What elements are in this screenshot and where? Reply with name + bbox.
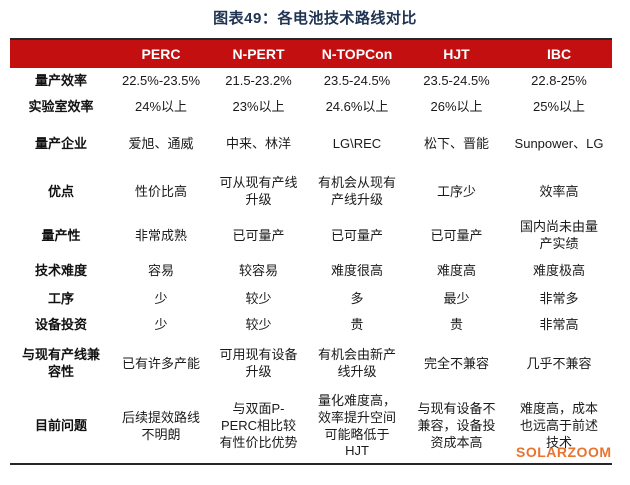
- table-cell: 23%以上: [232, 98, 285, 114]
- table-cell: 国内尚未由量产实绩: [519, 219, 598, 251]
- table-cell: 已可量产: [232, 227, 285, 243]
- table-cell: 24%以上: [134, 98, 188, 114]
- table-row: 工序 少 较少 多 最少 非常多: [10, 286, 612, 312]
- table-row: 量产企业 爱旭、通威 中来、林洋 LG\REC 松下、晋能 Sunpower、LG: [10, 120, 612, 168]
- table-row: 目前问题 后续提效路线不明朗 与双面P-PERC相比较有性价比优势 量化难度高，效率提…: [10, 390, 612, 464]
- table-row: 与现有产线兼容性 已有许多产能 可用现有设备升级 有机会由新产线升级 完全不兼容 几乎不兼…: [10, 338, 612, 390]
- table-cell: 26%以上: [430, 98, 483, 114]
- table-cell: 23.5-24.5%: [423, 72, 490, 88]
- table-cell: 21.5-23.2%: [225, 72, 292, 88]
- table-cell: 中来、林洋: [225, 135, 291, 151]
- table-row: 技术难度 容易 较容易 难度很高 难度高 难度极高: [10, 256, 612, 286]
- table-cell: 已可量产: [330, 227, 383, 243]
- battery-tech-comparison-table: PERC N-PERT N-TOPCon HJT IBC 量产效率 22.5%-23.5%…: [10, 38, 612, 465]
- row-label: 量产效率: [34, 72, 87, 88]
- table-cell: 可用现有设备升级: [219, 347, 298, 379]
- table-cell: 完全不兼容: [423, 355, 489, 371]
- table-row: 实验室效率 24%以上 23%以上 24.6%以上 26%以上 25%以上: [10, 94, 612, 120]
- table-cell: 与双面P-PERC相比较有性价比优势: [219, 401, 298, 450]
- table-header-row: PERC N-PERT N-TOPCon HJT IBC: [10, 39, 612, 68]
- table-cell: 有机会由新产线升级: [317, 347, 396, 379]
- row-label: 量产企业: [34, 135, 87, 151]
- table-cell: 几乎不兼容: [526, 355, 592, 371]
- column-header-n-topcon: N-TOPCon: [321, 46, 393, 62]
- row-label: 优点: [47, 183, 74, 199]
- row-label: 工序: [47, 290, 74, 306]
- row-label: 目前问题: [34, 418, 87, 434]
- row-label: 与现有产线兼容性: [21, 347, 100, 379]
- column-header-perc: PERC: [141, 46, 181, 62]
- table-cell: 效率高: [539, 183, 579, 199]
- table-cell: 少: [154, 316, 168, 332]
- column-header-empty: [10, 39, 112, 68]
- table-cell: 有机会从现有产线升级: [317, 175, 396, 207]
- column-header-ibc: IBC: [546, 46, 572, 62]
- row-label: 设备投资: [34, 316, 87, 332]
- table-cell: 较少: [245, 316, 272, 332]
- row-label: 技术难度: [34, 262, 87, 278]
- table-cell: 难度很高: [330, 262, 383, 278]
- column-header-n-pert: N-PERT: [232, 46, 285, 62]
- table-cell: 22.5%-23.5%: [121, 72, 201, 88]
- table-cell: 贵: [449, 316, 463, 332]
- table-cell: 性价比高: [134, 183, 187, 199]
- table-row: 优点 性价比高 可从现有产线升级 有机会从现有产线升级 工序少 效率高: [10, 168, 612, 216]
- table-cell: 松下、晋能: [423, 135, 489, 151]
- table-cell: LG\REC: [332, 135, 382, 151]
- table-cell: 难度高: [436, 262, 476, 278]
- table-cell: 非常高: [539, 316, 579, 332]
- table-cell: 工序少: [436, 183, 476, 199]
- table-cell: 非常多: [539, 290, 579, 306]
- table-cell: 与现有设备不兼容，设备投资成本高: [417, 401, 496, 450]
- table-cell: 25%以上: [532, 98, 586, 114]
- column-header-hjt: HJT: [443, 46, 470, 62]
- row-label: 量产性: [41, 227, 81, 243]
- table-cell: 贵: [350, 316, 364, 332]
- table-cell: 难度高，成本也远高于前述技术: [519, 401, 598, 450]
- table-row: 设备投资 少 较少 贵 贵 非常高: [10, 312, 612, 338]
- table-cell: 爱旭、通威: [128, 135, 194, 151]
- table-cell: 23.5-24.5%: [323, 72, 391, 88]
- table-cell: 难度极高: [532, 262, 585, 278]
- table-cell: 较少: [245, 290, 272, 306]
- table-cell: 后续提效路线不明朗: [121, 409, 200, 442]
- table-cell: 22.8-25%: [531, 72, 587, 88]
- table-cell: 容易: [147, 262, 174, 278]
- page-title: 图表49：各电池技术路线对比: [213, 10, 417, 27]
- table-cell: 已可量产: [430, 227, 483, 243]
- table-cell: 较容易: [238, 262, 278, 278]
- table-cell: 量化难度高，效率提升空间可能略低于HJT: [317, 392, 396, 459]
- row-label: 实验室效率: [28, 98, 94, 114]
- table-cell: 少: [154, 290, 168, 306]
- table-cell: 最少: [443, 290, 470, 306]
- table-cell: 24.6%以上: [325, 98, 389, 114]
- table-cell: 已有许多产能: [121, 355, 200, 371]
- table-cell: Sunpower、LG: [514, 135, 604, 151]
- table-row: 量产效率 22.5%-23.5% 21.5-23.2% 23.5-24.5% 23.5-…: [10, 68, 612, 94]
- table-cell: 非常成熟: [134, 227, 187, 243]
- table-cell: 可从现有产线升级: [219, 175, 298, 207]
- table-cell: 多: [350, 290, 364, 306]
- table-row: 量产性 非常成熟 已可量产 已可量产 已可量产 国内尚未由量产实绩: [10, 216, 612, 256]
- table-body: 量产效率 22.5%-23.5% 21.5-23.2% 23.5-24.5% 23.5-…: [10, 68, 612, 464]
